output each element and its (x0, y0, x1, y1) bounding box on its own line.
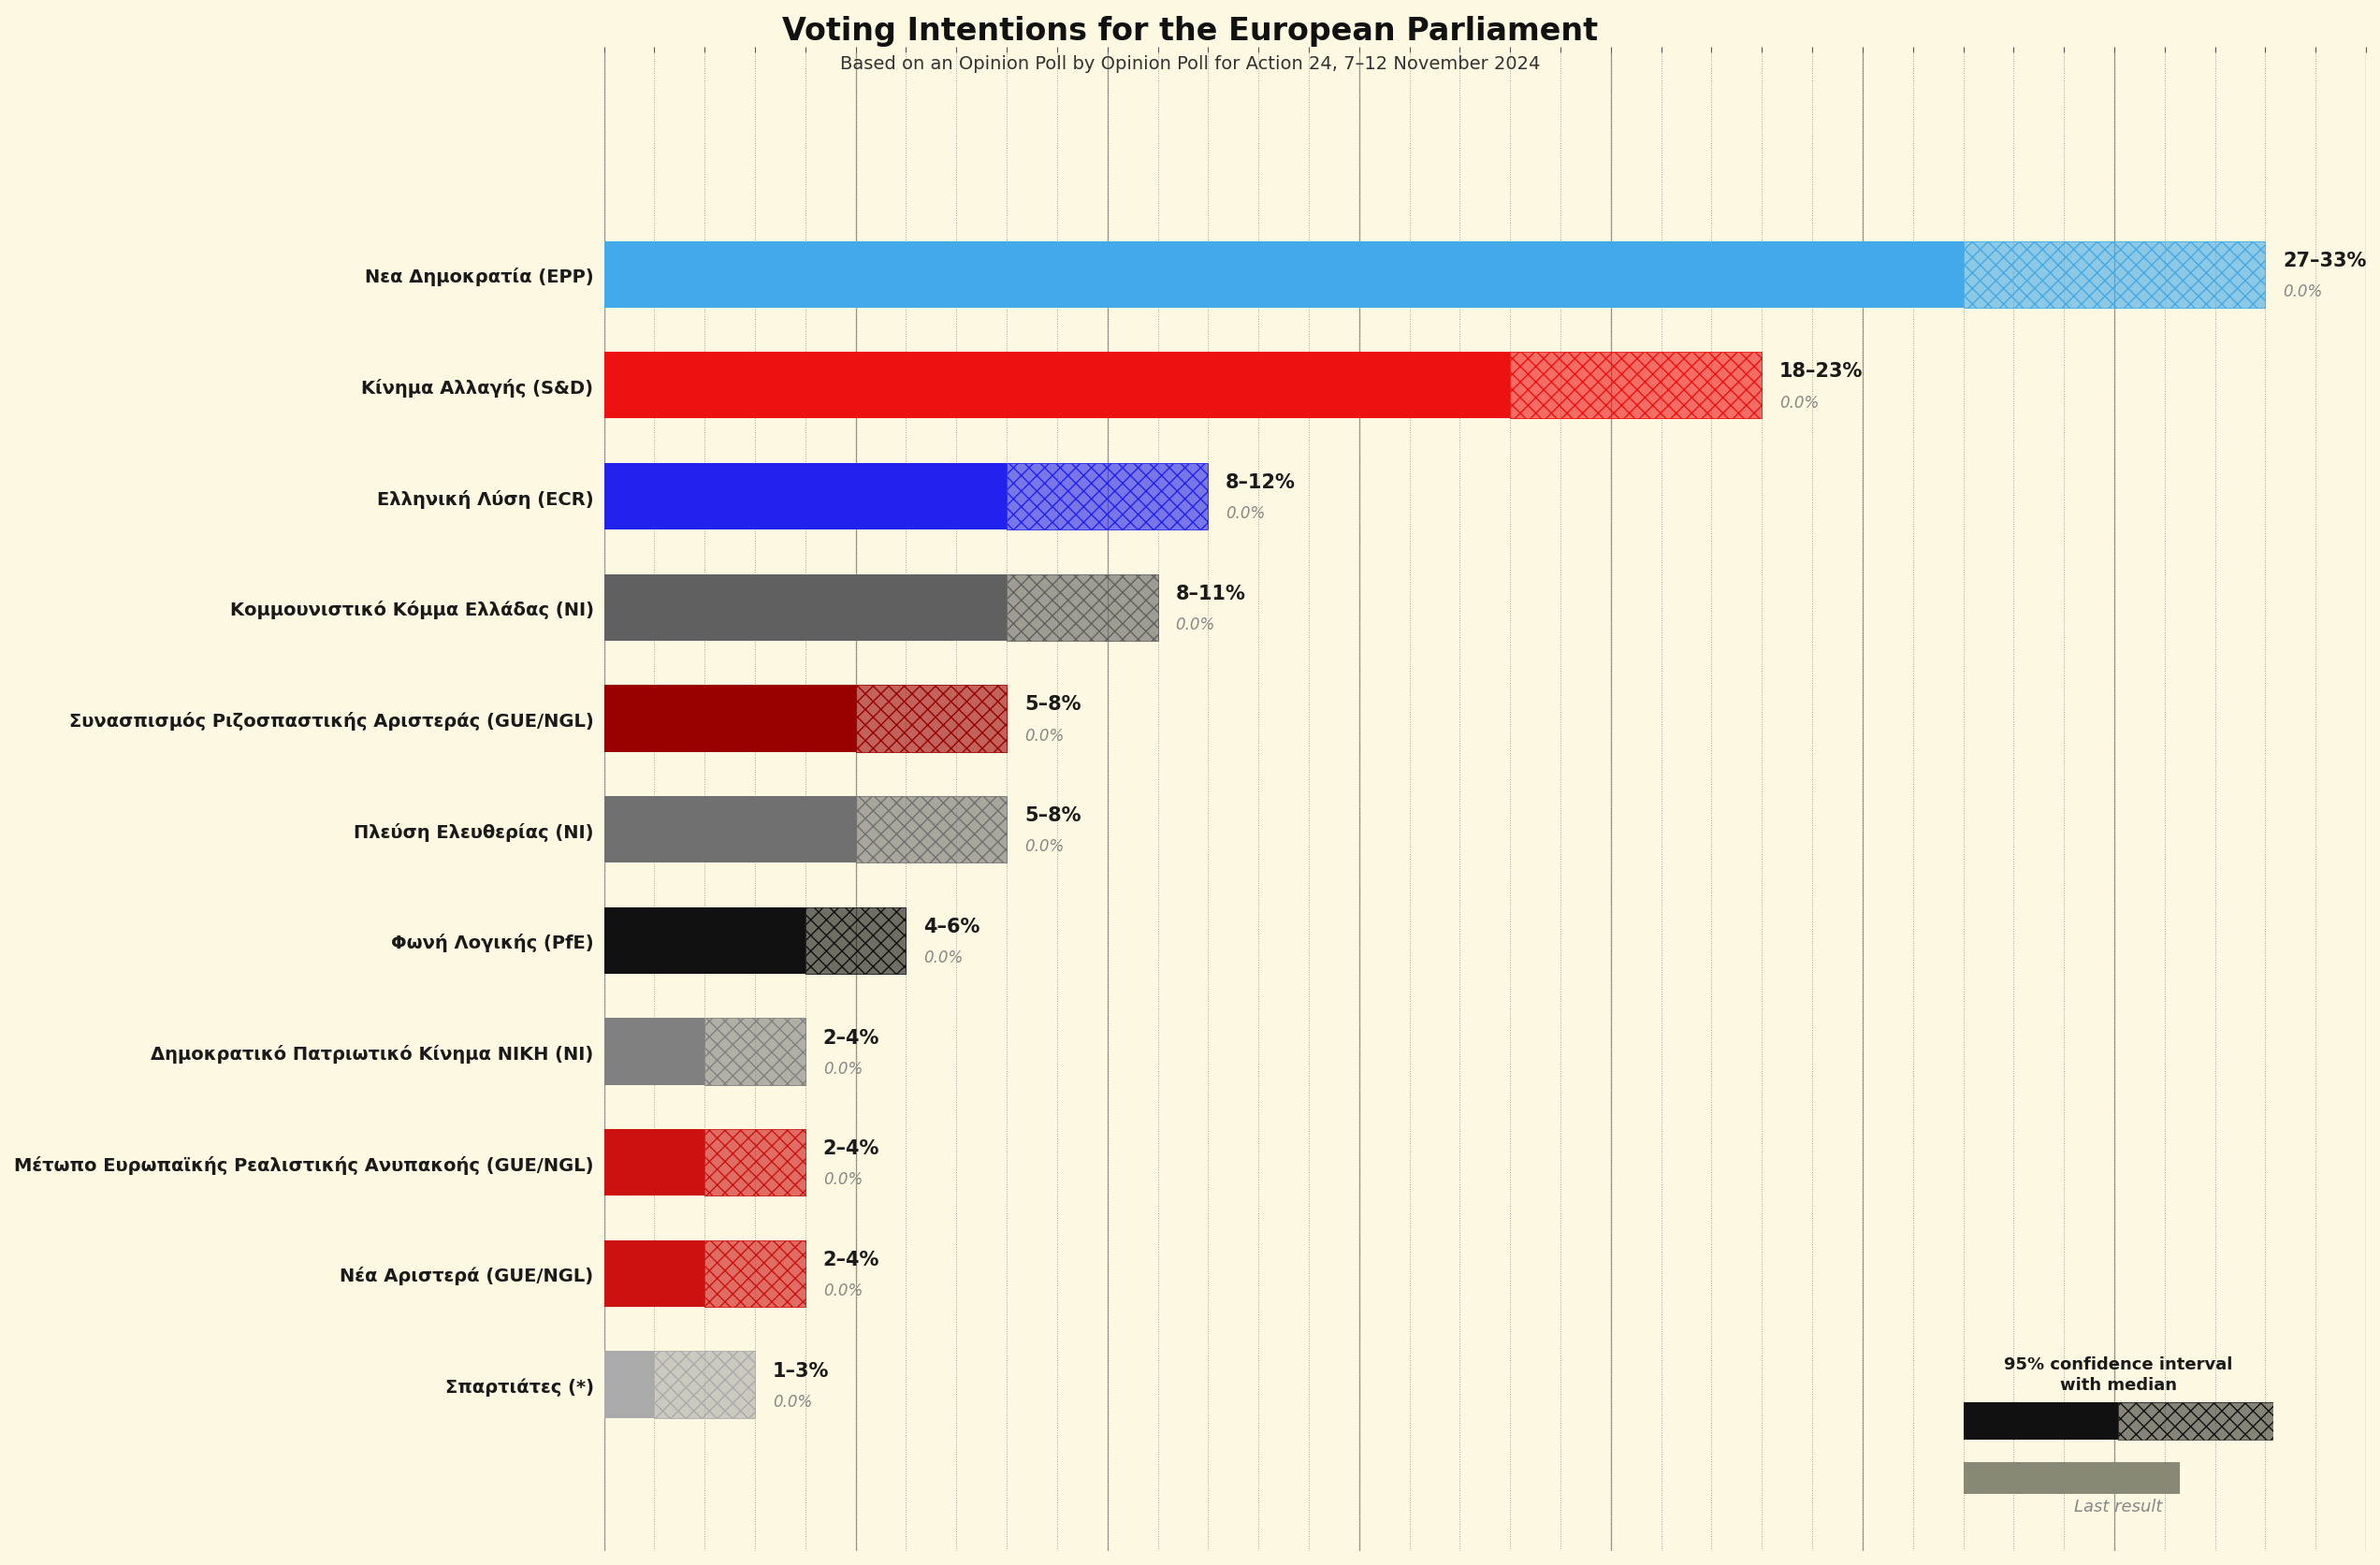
Bar (1007, 463, 1209, 531)
Bar (1007, 574, 1157, 642)
Text: Based on an Opinion Poll by Opinion Poll for Action 24, 7–12 November 2024: Based on an Opinion Poll by Opinion Poll… (840, 55, 1540, 72)
Text: 8–12%: 8–12% (1226, 473, 1295, 491)
Bar (804, 908, 907, 973)
Bar (605, 352, 1511, 419)
Text: Last result: Last result (2073, 1498, 2163, 1515)
Text: with median: with median (2059, 1376, 2178, 1393)
Bar (605, 1130, 704, 1196)
Bar (1007, 463, 1209, 531)
Text: 0.0%: 0.0% (823, 1282, 862, 1299)
Bar (654, 1351, 754, 1418)
Bar (704, 1019, 804, 1085)
Text: 0.0%: 0.0% (923, 948, 964, 966)
Text: 0.0%: 0.0% (823, 1171, 862, 1188)
Bar (2118, 1402, 2273, 1440)
Bar (1963, 1402, 2118, 1440)
Bar (1007, 574, 1157, 642)
Bar (605, 463, 1007, 531)
Bar (605, 574, 1007, 642)
Text: 0.0%: 0.0% (1023, 837, 1064, 854)
Bar (654, 1351, 754, 1418)
Bar (1511, 352, 1761, 419)
Text: 0.0%: 0.0% (1176, 617, 1214, 632)
Text: 2–4%: 2–4% (823, 1139, 881, 1158)
Bar (857, 797, 1007, 862)
Text: 2–4%: 2–4% (823, 1028, 881, 1047)
Text: 0.0%: 0.0% (823, 1060, 862, 1077)
Bar (605, 1241, 704, 1307)
Bar (857, 797, 1007, 862)
Text: 27–33%: 27–33% (2282, 252, 2366, 271)
Text: 1–3%: 1–3% (774, 1362, 828, 1379)
Text: 5–8%: 5–8% (1023, 695, 1081, 714)
Bar (605, 1019, 704, 1085)
Text: 0.0%: 0.0% (1226, 505, 1266, 523)
Bar (704, 1241, 804, 1307)
Bar (704, 1130, 804, 1196)
Bar (1963, 1462, 2180, 1493)
Text: 5–8%: 5–8% (1023, 806, 1081, 825)
Bar (804, 908, 907, 973)
Text: 0.0%: 0.0% (774, 1393, 812, 1410)
Bar (1511, 352, 1761, 419)
Bar (605, 1351, 655, 1418)
Bar (2118, 1402, 2273, 1440)
Text: 0.0%: 0.0% (2282, 283, 2323, 300)
Bar (605, 908, 804, 973)
Text: 2–4%: 2–4% (823, 1250, 881, 1269)
Bar (704, 1241, 804, 1307)
Bar (857, 685, 1007, 753)
Text: 95% confidence interval: 95% confidence interval (2004, 1355, 2232, 1373)
Text: 0.0%: 0.0% (1023, 728, 1064, 743)
Bar (605, 685, 857, 753)
Bar (704, 1019, 804, 1085)
Bar (704, 1130, 804, 1196)
Bar (857, 685, 1007, 753)
Bar (1963, 241, 2266, 308)
Text: 18–23%: 18–23% (1780, 362, 1864, 380)
Text: Voting Intentions for the European Parliament: Voting Intentions for the European Parli… (783, 16, 1597, 47)
Text: 8–11%: 8–11% (1176, 584, 1245, 603)
Text: 4–6%: 4–6% (923, 917, 981, 936)
Bar (1963, 241, 2266, 308)
Bar (605, 797, 857, 862)
Bar (605, 241, 1963, 308)
Text: 0.0%: 0.0% (1780, 394, 1818, 412)
